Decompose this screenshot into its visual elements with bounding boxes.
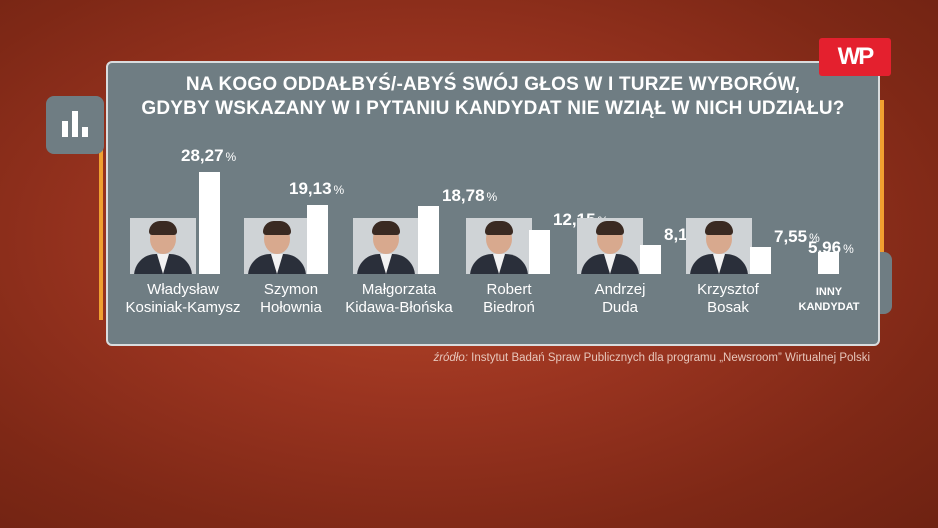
data-label: 5,96% (808, 238, 854, 258)
category-label-line1: Władysław (147, 281, 219, 298)
chart-panel: NA KOGO ODDAŁBYŚ/-ABYŚ SWÓJ GŁOS W I TUR… (106, 61, 880, 346)
source-text: Instytut Badań Spraw Publicznych dla pro… (471, 352, 870, 364)
data-label-unit: % (486, 190, 498, 204)
candidate-photo (130, 218, 196, 274)
category-label: INNY KANDYDAT (784, 285, 874, 315)
category-label-line2: Bosak (707, 299, 749, 316)
data-label: 18,78% (442, 186, 497, 206)
wp-logo: WP (819, 38, 891, 76)
category-label-line1: Krzysztof (697, 281, 759, 298)
data-label: 7,55% (774, 227, 820, 247)
category-label-line2: Biedroń (483, 299, 535, 316)
category-label-line1: Małgorzata (361, 281, 437, 298)
bar (307, 205, 328, 274)
bar (418, 206, 439, 274)
category-label-line1: Robert (486, 281, 532, 298)
candidate-photo (577, 218, 643, 274)
data-label-unit: % (225, 150, 237, 164)
data-label: 28,27% (181, 146, 236, 166)
photo-hair (263, 221, 291, 235)
category-label-line2: Kidawa-Błońska (345, 299, 453, 316)
bar (199, 172, 220, 274)
candidate-photo (466, 218, 532, 274)
chart-title: NA KOGO ODDAŁBYŚ/-ABYŚ SWÓJ GŁOS W I TUR… (108, 73, 878, 121)
photo-hair (485, 221, 513, 235)
category-label-line1: INNY (815, 286, 843, 298)
photo-hair (372, 221, 400, 235)
bar (529, 230, 550, 274)
chart-title-line-2: GDYBY WSKAZANY W I PYTANIU KANDYDAT NIE … (141, 98, 845, 119)
accent-stripe-left (99, 140, 103, 320)
data-label-value: 7,55 (774, 227, 808, 246)
photo-hair (149, 221, 177, 235)
category-label: Andrzej Duda (555, 281, 685, 317)
category-label: Szymon Hołownia (226, 281, 356, 317)
candidate-photo (686, 218, 752, 274)
bar (818, 252, 839, 274)
data-label-unit: % (809, 231, 820, 245)
source-label: źródło: (433, 352, 468, 364)
candidate-photo (244, 218, 310, 274)
accent-stripe-right (880, 100, 884, 300)
data-label-unit: % (333, 183, 345, 197)
photo-hair (596, 221, 624, 235)
category-label: Robert Biedroń (444, 281, 574, 317)
category-label-line2: Hołownia (260, 299, 322, 316)
category-label: Małgorzata Kidawa-Błońska (334, 281, 464, 317)
side-tab (876, 252, 892, 314)
category-label: Krzysztof Bosak (663, 281, 793, 317)
data-label: 19,13% (289, 179, 344, 199)
category-label-line2: Duda (602, 299, 638, 316)
bar (640, 245, 661, 274)
data-label-value: 5,96 (808, 238, 842, 257)
bar (750, 247, 771, 274)
photo-hair (705, 221, 733, 235)
data-label-value: 28,27 (181, 146, 224, 165)
category-label-line1: Andrzej (594, 281, 646, 298)
chart-title-line-1: NA KOGO ODDAŁBYŚ/-ABYŚ SWÓJ GŁOS W I TUR… (185, 74, 801, 95)
wp-logo-text: WP (837, 43, 875, 70)
data-label-unit: % (843, 242, 854, 256)
bar-chart-icon (46, 96, 104, 154)
candidate-photo (353, 218, 419, 274)
data-label-value: 18,78 (442, 186, 485, 205)
data-label-value: 19,13 (289, 179, 332, 198)
category-label-line2: KANDYDAT (798, 301, 860, 313)
category-label-line2: Kosiniak-Kamysz (125, 299, 241, 316)
category-label: Władysław Kosiniak-Kamysz (118, 281, 248, 317)
category-label-line1: Szymon (263, 281, 319, 298)
source-note: źródło: Instytut Badań Spraw Publicznych… (380, 352, 870, 364)
